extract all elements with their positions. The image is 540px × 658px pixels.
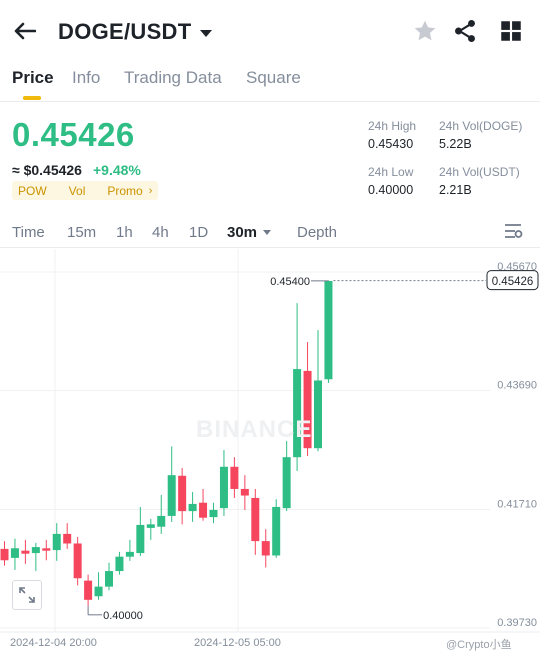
candle-body xyxy=(63,533,72,544)
y-tick-label: 0.45670 xyxy=(497,261,537,273)
stat-high-label: 24h High xyxy=(368,119,417,133)
candle-body xyxy=(199,502,208,518)
current-price-label: 0.45426 xyxy=(492,276,534,288)
candle-body xyxy=(293,369,302,458)
pair-title: DOGE/USDT xyxy=(58,19,192,44)
candle-body xyxy=(303,370,312,449)
candle-body xyxy=(0,548,9,561)
candle-body xyxy=(324,280,333,380)
pair-selector[interactable]: DOGE/USDT xyxy=(58,17,212,47)
interval-caret-icon xyxy=(263,230,271,235)
tag-bar[interactable]: POW Vol Promo › xyxy=(12,181,159,200)
chart-settings-button[interactable] xyxy=(502,220,524,242)
y-tick-label: 0.43690 xyxy=(497,380,537,392)
dropdown-caret-icon xyxy=(199,29,212,37)
interval-4h[interactable]: 4h xyxy=(152,224,169,241)
settings-sliders-icon xyxy=(505,224,523,238)
candle-body xyxy=(178,475,187,512)
candle-body xyxy=(188,503,197,512)
high-marker-label: 0.45400 xyxy=(270,276,310,288)
tag-promo[interactable]: Promo xyxy=(107,183,143,198)
candle-body xyxy=(136,524,145,554)
usd-price: ≈ $0.45426 xyxy=(12,162,82,178)
candle-body xyxy=(94,586,103,597)
star-icon xyxy=(414,20,436,41)
y-tick-label: 0.41710 xyxy=(497,498,537,510)
candle-body xyxy=(42,548,51,551)
candle-body xyxy=(31,547,40,554)
candle-body xyxy=(219,466,228,509)
back-button[interactable] xyxy=(10,16,40,46)
tab-square[interactable]: Square xyxy=(246,68,301,87)
candle-body xyxy=(167,475,176,516)
tab-info[interactable]: Info xyxy=(72,68,101,87)
current-price-tag xyxy=(486,270,539,291)
section-tabs: Price Info Trading Data Square xyxy=(0,62,540,102)
tab-price[interactable]: Price xyxy=(12,68,54,87)
last-price: 0.45426 xyxy=(12,116,135,153)
favorite-button[interactable] xyxy=(412,18,438,44)
candle-body xyxy=(157,515,166,527)
chevron-right-icon: › xyxy=(148,184,153,197)
interval-1h[interactable]: 1h xyxy=(116,224,133,241)
author-credit: @Crypto小鱼 xyxy=(446,639,512,651)
candle-body xyxy=(261,541,270,556)
candle-body xyxy=(52,533,61,551)
candle-body xyxy=(10,548,19,558)
top-bar: DOGE/USDT xyxy=(0,0,540,62)
x-tick-label: 2024-12-05 05:00 xyxy=(194,637,281,649)
candle-body xyxy=(21,550,30,554)
stat-vol-usdt-value: 2.21B xyxy=(439,183,472,197)
binance-watermark: BINANCE xyxy=(196,416,313,443)
back-arrow-icon xyxy=(14,22,36,40)
candle-body xyxy=(314,380,322,449)
stat-vol-usdt-label: 24h Vol(USDT) xyxy=(439,165,520,179)
tag-pow[interactable]: POW xyxy=(18,183,47,198)
x-tick-label: 2024-12-04 20:00 xyxy=(10,637,97,649)
price-change-percent: +9.48% xyxy=(93,162,141,178)
expand-icon xyxy=(19,587,35,603)
interval-30m[interactable]: 30m xyxy=(227,224,258,241)
candle-body xyxy=(251,497,260,542)
interval-depth[interactable]: Depth xyxy=(297,224,338,241)
low-marker-label: 0.40000 xyxy=(103,610,143,622)
candle-body xyxy=(230,466,239,489)
interval-time[interactable]: Time xyxy=(12,224,45,241)
candle-body xyxy=(240,488,249,496)
share-button[interactable] xyxy=(452,18,478,44)
candle-body xyxy=(146,524,155,528)
candle-body xyxy=(272,506,281,556)
active-tab-indicator xyxy=(23,96,41,100)
grid-icon xyxy=(501,21,521,41)
candle-body xyxy=(209,509,218,518)
stat-high-value: 0.45430 xyxy=(368,137,414,151)
layout-grid-button[interactable] xyxy=(498,18,524,44)
candle-body xyxy=(105,571,113,587)
candle-body xyxy=(115,556,124,572)
candle-body xyxy=(84,580,93,600)
y-tick-label: 0.39730 xyxy=(497,617,537,629)
interval-bar: Time 15m 1h 4h 1D 30m Depth xyxy=(0,216,540,248)
candlestick-chart[interactable]: 0.45670 0.43690 0.41710 0.39730 2024-12-04 2… xyxy=(0,249,540,658)
tab-trading-data[interactable]: Trading Data xyxy=(124,68,222,87)
fullscreen-button[interactable] xyxy=(12,580,42,610)
candle-body xyxy=(73,543,82,579)
candle-body xyxy=(282,457,291,509)
interval-1d[interactable]: 1D xyxy=(189,224,209,241)
chart-canvas: 0.45670 0.43690 0.41710 0.39730 2024-12-04 2… xyxy=(0,249,540,649)
stat-low-label: 24h Low xyxy=(368,165,414,179)
interval-15m[interactable]: 15m xyxy=(67,224,97,241)
stat-vol-doge-label: 24h Vol(DOGE) xyxy=(439,119,523,133)
share-icon xyxy=(455,19,475,43)
candle-body xyxy=(125,551,134,557)
stat-vol-doge-value: 5.22B xyxy=(439,137,472,151)
stat-low-value: 0.40000 xyxy=(368,183,414,197)
tag-vol[interactable]: Vol xyxy=(68,183,86,198)
